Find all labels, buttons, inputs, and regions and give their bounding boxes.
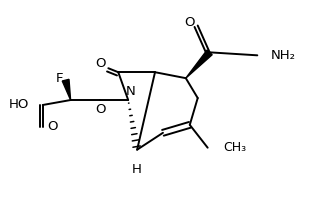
Text: O: O bbox=[47, 120, 58, 133]
Polygon shape bbox=[62, 79, 71, 100]
Text: F: F bbox=[56, 72, 63, 85]
Text: NH₂: NH₂ bbox=[271, 49, 296, 62]
Text: O: O bbox=[95, 103, 106, 116]
Text: H: H bbox=[132, 163, 142, 176]
Polygon shape bbox=[186, 50, 212, 78]
Text: N: N bbox=[125, 85, 135, 98]
Text: O: O bbox=[185, 16, 195, 29]
Text: HO: HO bbox=[8, 98, 29, 111]
Text: CH₃: CH₃ bbox=[224, 141, 247, 154]
Text: O: O bbox=[95, 57, 106, 70]
